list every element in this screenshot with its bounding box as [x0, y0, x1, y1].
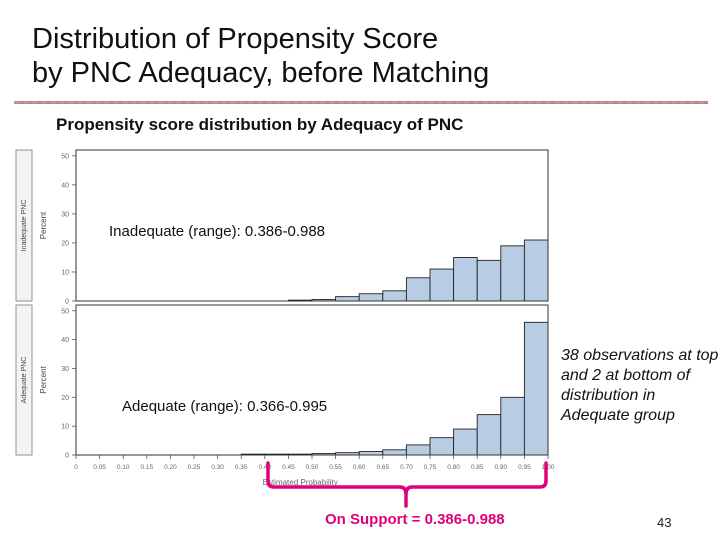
y-tick-label: 0: [65, 453, 69, 460]
y-axis-label-2: Percent: [39, 365, 48, 393]
chart-title: Propensity score distribution by Adequac…: [56, 115, 463, 134]
histogram-bar: [453, 256, 478, 302]
title-divider: [14, 101, 708, 104]
x-tick-label: 0.80: [447, 464, 460, 471]
histogram-bar: [382, 449, 407, 456]
observation-note: 38 observations at top and 2 at bottom o…: [561, 347, 719, 424]
histogram-bar: [382, 290, 407, 302]
x-tick-label: 0.65: [376, 464, 389, 471]
histogram-bar: [335, 296, 360, 302]
x-tick-label: 0.85: [471, 464, 484, 471]
page-number: 43: [657, 515, 672, 530]
histogram-bar: [429, 437, 455, 456]
x-tick-label: 0.30: [211, 464, 224, 471]
panel-strip-label-1: Inadequate PNC: [21, 200, 28, 252]
y-tick-label: 10: [61, 269, 69, 276]
y-tick-label: 30: [61, 366, 69, 373]
x-tick-label: 0.35: [235, 464, 248, 471]
x-tick-label: 0.90: [494, 464, 507, 471]
x-tick-label: 0.60: [353, 464, 366, 471]
histogram-bar: [429, 268, 455, 302]
x-tick-label: 0.20: [164, 464, 177, 471]
y-tick-label: 30: [61, 211, 69, 218]
y-tick-label: 50: [61, 153, 69, 160]
y-tick-label: 0: [65, 299, 69, 306]
x-tick-label: 0.95: [518, 464, 531, 471]
x-tick-label: 0.05: [93, 464, 106, 471]
range-annotation-1: Inadequate (range): 0.386-0.988: [109, 223, 325, 240]
histogram-figure: Propensity score distribution by Adequac…: [12, 106, 558, 498]
histogram-bar: [405, 444, 431, 456]
support-label: On Support = 0.386-0.988: [325, 511, 505, 528]
y-axis-label-1: Percent: [39, 211, 48, 239]
histogram-bar: [523, 239, 549, 302]
x-tick-label: 0.10: [117, 464, 130, 471]
panel-strip-2: [15, 304, 33, 456]
x-tick-label: 0.45: [282, 464, 295, 471]
x-tick-label: 0.40: [258, 464, 271, 471]
x-tick-label: 0.15: [140, 464, 153, 471]
x-tick-label: 0.75: [424, 464, 437, 471]
panel-strip-label-2: Adequate PNC: [21, 357, 28, 404]
y-tick-label: 10: [61, 424, 69, 431]
x-tick-label: 0.70: [400, 464, 413, 471]
range-annotation-2: Adequate (range): 0.366-0.995: [122, 398, 327, 415]
histogram-bar: [453, 428, 478, 456]
histogram-bar: [358, 293, 384, 302]
y-tick-label: 40: [61, 182, 69, 189]
histogram-bar: [405, 277, 431, 302]
y-tick-label: 50: [61, 308, 69, 315]
histogram-svg: Propensity score distribution by Adequac…: [15, 115, 555, 487]
histogram-bar: [476, 259, 502, 302]
y-tick-label: 20: [61, 395, 69, 402]
x-tick-label: 0: [74, 464, 78, 471]
histogram-bar: [358, 451, 384, 456]
x-tick-label: 1.00: [542, 464, 555, 471]
panel-strip-1: [15, 149, 33, 302]
slide-title-line-1: Distribution of Propensity Score: [32, 23, 439, 55]
histogram-bar: [500, 245, 525, 302]
slide-title: Distribution of Propensity Score by PNC …: [32, 22, 592, 90]
histogram-bar: [476, 414, 502, 456]
x-tick-label: 0.25: [188, 464, 201, 471]
slide-title-line-2: by PNC Adequacy, before Matching: [32, 57, 490, 89]
histogram-bar: [500, 396, 525, 456]
x-tick-label: 0.55: [329, 464, 342, 471]
x-tick-label: 0.50: [306, 464, 319, 471]
y-tick-label: 40: [61, 337, 69, 344]
y-tick-label: 20: [61, 240, 69, 247]
histogram-bar: [523, 321, 549, 456]
x-axis-label: Estimated Probability: [263, 478, 338, 487]
panel-frame-1: [75, 149, 549, 302]
